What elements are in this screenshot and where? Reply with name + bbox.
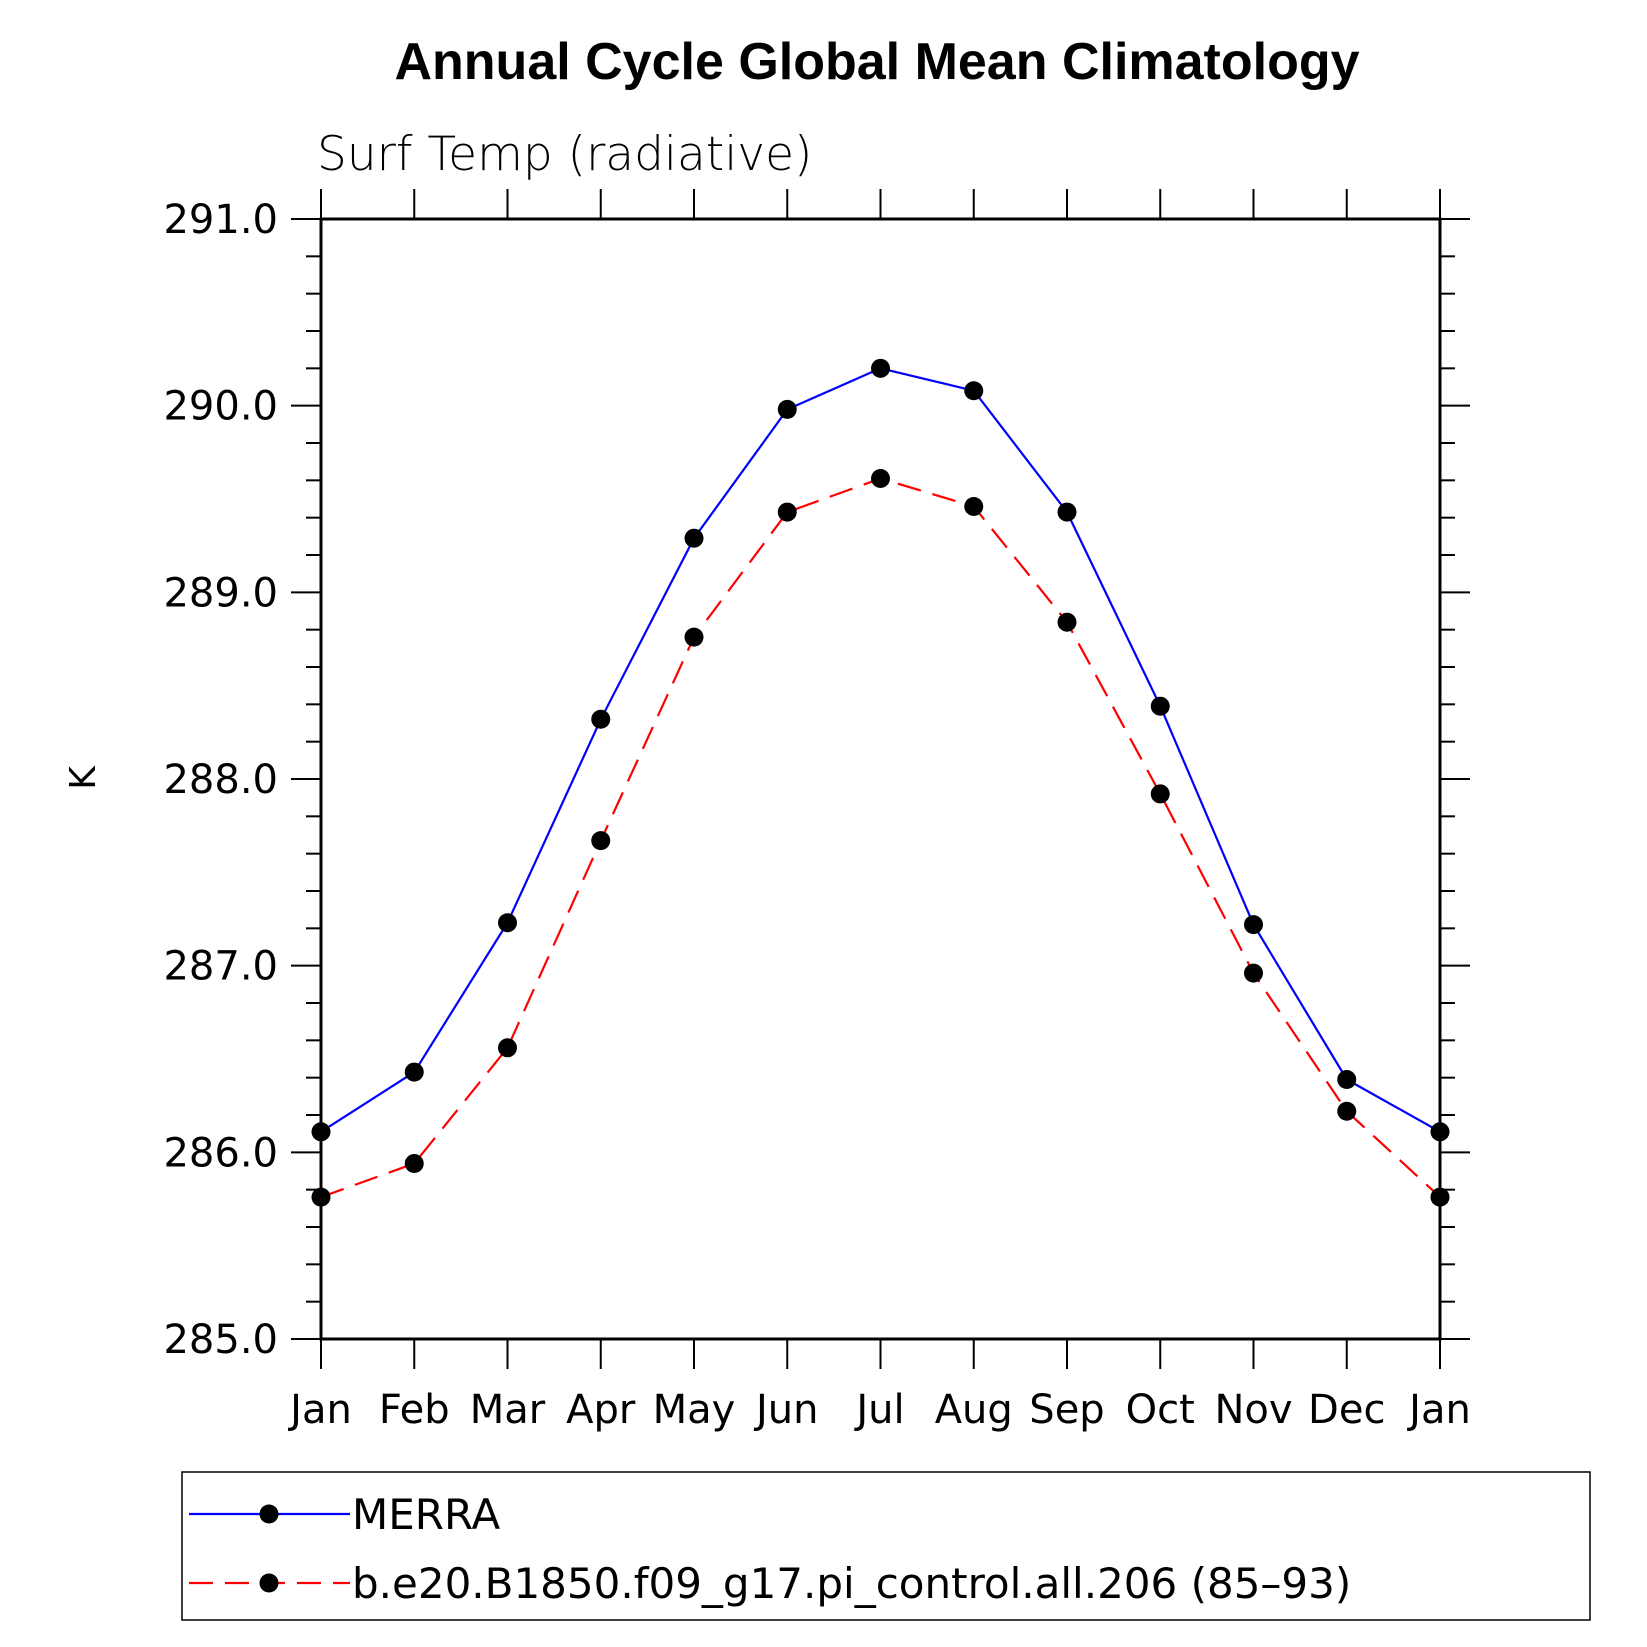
y-tick-label: 288.0 xyxy=(163,757,278,803)
data-point xyxy=(498,913,517,933)
x-tick-label: Dec xyxy=(1308,1387,1385,1433)
chart-subtitle: Surf Temp (radiative) xyxy=(317,127,812,182)
data-point xyxy=(777,399,797,419)
x-tick-label: Aug xyxy=(935,1387,1013,1433)
y-tick-label: 287.0 xyxy=(163,944,278,990)
plot-frame xyxy=(319,217,1442,1341)
data-point xyxy=(871,468,890,488)
data-point xyxy=(591,831,611,851)
legend-frame xyxy=(181,1471,1591,1621)
y-tick-label: 290.0 xyxy=(163,384,278,430)
legend-marker-2 xyxy=(259,1573,279,1593)
x-tick-label: Nov xyxy=(1214,1387,1292,1433)
data-point xyxy=(591,709,611,729)
data-point xyxy=(1430,1122,1450,1142)
y-tick-label: 286.0 xyxy=(163,1130,278,1176)
x-tick-label: Oct xyxy=(1126,1387,1195,1433)
y-tick-label: 291.0 xyxy=(163,197,278,243)
data-point xyxy=(1150,784,1170,804)
data-point xyxy=(777,502,797,522)
x-tick-label: May xyxy=(653,1387,736,1433)
x-tick-label: Jun xyxy=(753,1387,819,1433)
x-tick-label: Apr xyxy=(566,1387,636,1433)
data-point xyxy=(404,1062,424,1082)
y-tick-label: 285.0 xyxy=(163,1317,278,1363)
y-tick-label: 289.0 xyxy=(163,570,278,616)
data-point xyxy=(964,496,984,516)
data-point xyxy=(1057,612,1077,632)
plot-marks: 285.0 286.0 287.0 288.0 289.0 290.0 291.0 Jan Fe… xyxy=(163,189,1471,1433)
x-tick-label: Feb xyxy=(379,1387,450,1433)
series-line-2 xyxy=(320,477,1441,1199)
data-point xyxy=(1244,963,1263,983)
data-point xyxy=(1337,1070,1357,1090)
data-point xyxy=(1430,1187,1450,1207)
data-point xyxy=(1150,696,1170,716)
legend-label-1: MERRA xyxy=(352,1490,500,1539)
data-point xyxy=(871,358,890,378)
data-point xyxy=(311,1122,331,1142)
x-tick-label: Jan xyxy=(1406,1387,1471,1433)
x-tick-label: Sep xyxy=(1029,1387,1104,1433)
y-axis-label: K xyxy=(63,765,104,790)
data-point xyxy=(964,381,984,401)
x-tick-label: Jul xyxy=(853,1387,904,1433)
x-tick-label: Mar xyxy=(470,1387,546,1433)
data-point xyxy=(311,1187,331,1207)
x-tick-label: Jan xyxy=(287,1387,352,1433)
data-point xyxy=(498,1038,517,1058)
data-point xyxy=(1244,915,1263,935)
legend-label-2: b.e20.B1850.f09_g17.pi_control.all.206 (… xyxy=(352,1559,1351,1608)
data-point xyxy=(404,1154,424,1174)
chart-title: Annual Cycle Global Mean Climatology xyxy=(394,33,1359,91)
data-point xyxy=(684,627,704,647)
legend-marker-1 xyxy=(259,1504,279,1524)
data-point xyxy=(684,528,704,548)
data-point xyxy=(1057,502,1077,522)
data-point xyxy=(1337,1101,1357,1121)
legend: MERRA b.e20.B1850.f09_g17.pi_control.all.… xyxy=(181,1471,1591,1621)
